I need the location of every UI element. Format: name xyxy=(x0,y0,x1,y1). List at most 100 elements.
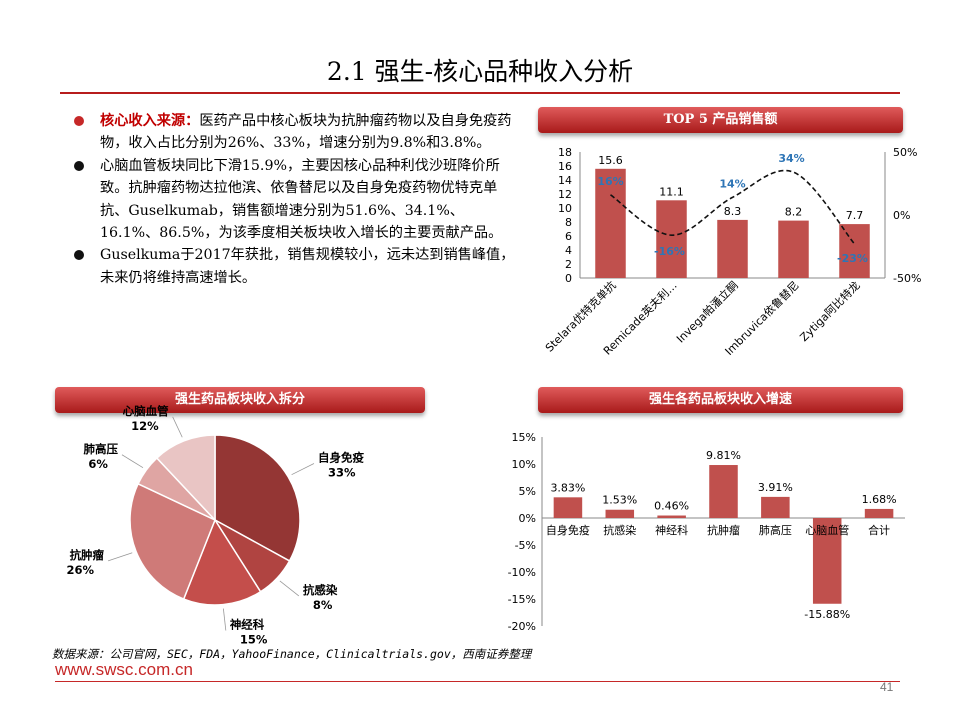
x-tick-label: 自身免疫 xyxy=(546,523,590,537)
pie-slice-percent: 33% xyxy=(328,465,356,479)
y-tick-label: 10% xyxy=(512,458,536,471)
x-tick-label: 肺高压 xyxy=(759,523,792,537)
bar xyxy=(839,224,870,278)
bar-value-label: 7.7 xyxy=(846,209,864,222)
pie-slice-name: 心脑血管 xyxy=(123,404,169,418)
pie-slice-percent: 15% xyxy=(240,633,268,647)
x-tick-label: 抗感染 xyxy=(603,523,636,537)
bullet-highlight: 核心收入来源： xyxy=(100,113,200,129)
y-tick-label: 8 xyxy=(565,216,572,229)
bar-value-label: 3.91% xyxy=(758,481,793,494)
bar-value-label: 8.2 xyxy=(785,206,803,219)
bar xyxy=(709,465,738,518)
pie-slice-name: 神经科 xyxy=(230,618,265,632)
bar-value-label: -15.88% xyxy=(804,608,850,621)
segment-growth-chart: 15% 10% 5% 0% -5% -10% -15% -20% 3.83% 自身免疫 1.53% 抗… xyxy=(508,431,905,633)
y2-tick-label: 0% xyxy=(893,209,910,222)
y-tick-label: -10% xyxy=(508,566,536,579)
bar-value-label: 0.46% xyxy=(654,500,689,513)
pie-chart-banner: 强生药品板块收入拆分 xyxy=(55,387,425,413)
x-tick-label: 合计 xyxy=(868,523,890,537)
bar xyxy=(595,168,626,278)
growth-line xyxy=(610,169,856,245)
bar-value-label: 8.3 xyxy=(724,205,742,218)
growth-chart-banner: 强生各药品板块收入增速 xyxy=(538,387,903,413)
y2-tick-label: -50% xyxy=(893,272,921,285)
bullet-dot-icon xyxy=(74,250,84,261)
y-tick-label: 14 xyxy=(558,174,572,187)
bar xyxy=(761,496,790,518)
growth-label: -23% xyxy=(837,252,868,265)
x-tick-label: Invega帕潘立酮 xyxy=(673,278,740,345)
footer-divider xyxy=(55,681,900,682)
x-tick-label: 心脑血管 xyxy=(805,523,849,537)
pie-slice-name: 抗感染 xyxy=(303,583,338,597)
pie-leader-line xyxy=(107,552,133,562)
y-tick-label: 18 xyxy=(558,146,572,159)
pie-leader-line xyxy=(222,608,227,631)
pie-leader-line xyxy=(121,454,144,469)
y-tick-label: 0% xyxy=(519,512,536,525)
bar-value-label: 9.81% xyxy=(706,449,741,462)
bar-value-label: 3.83% xyxy=(550,481,585,494)
x-tick-label: 抗肿瘤 xyxy=(707,523,740,537)
bar xyxy=(656,200,687,278)
bar xyxy=(553,497,583,518)
bullet-item: Guselkuma于2017年获批，销售规模较小，远未达到销售峰值，未来仍将维持… xyxy=(70,244,515,289)
pie-slice xyxy=(155,434,216,522)
page-title: 2.1 强生-核心品种收入分析 xyxy=(326,57,634,86)
pie-slice-name: 自身免疫 xyxy=(318,450,364,464)
y-tick-label: 16 xyxy=(558,160,572,173)
bar xyxy=(605,509,635,518)
bar xyxy=(778,220,809,278)
y-tick-label: -20% xyxy=(508,620,536,633)
bullet-text: Guselkuma于2017年获批，销售规模较小，远未达到销售峰值，未来仍将维持… xyxy=(100,247,515,286)
bullet-text: 医药产品中核心板块为抗肿瘤药物以及自身免疫药物，收入占比分别为26%、33%，增… xyxy=(100,113,512,152)
y2-tick-label: 50% xyxy=(893,146,917,159)
y-tick-label: 15% xyxy=(512,431,536,444)
bar xyxy=(717,219,748,278)
x-tick-label: 神经科 xyxy=(655,523,688,537)
pie-slice-percent: 26% xyxy=(67,563,95,577)
y-tick-label: -15% xyxy=(508,593,536,606)
pie-leader-line xyxy=(279,580,300,597)
top5-chart-banner: TOP 5 产品销售额 xyxy=(538,107,903,133)
growth-label: -16% xyxy=(654,245,685,258)
bullet-item: 心脑血管板块同比下滑15.9%，主要因核心品种利伐沙班降价所致。抗肿瘤药物达拉他… xyxy=(70,155,515,245)
y-tick-label: 5% xyxy=(519,485,536,498)
pie-slice-name: 肺高压 xyxy=(83,442,118,456)
y-tick-label: 4 xyxy=(565,244,572,257)
title-divider xyxy=(60,92,900,94)
y-tick-label: 10 xyxy=(558,202,572,215)
pie-leader-line xyxy=(172,416,183,438)
data-source-note: 数据来源：公司官网，SEC，FDA，YahooFinance，Clinicalt… xyxy=(52,647,532,661)
pie-slice-percent: 12% xyxy=(131,419,159,433)
bar-value-label: 15.6 xyxy=(598,154,623,167)
bar-value-label: 11.1 xyxy=(659,185,684,198)
bar-value-label: 1.68% xyxy=(862,493,897,506)
pie-slice-percent: 8% xyxy=(313,598,333,612)
bullet-item: 核心收入来源：医药产品中核心板块为抗肿瘤药物以及自身免疫药物，收入占比分别为26… xyxy=(70,110,515,155)
pie-slice xyxy=(182,518,262,606)
bar xyxy=(864,508,894,518)
y-tick-label: 12 xyxy=(558,188,572,201)
bullet-list: 核心收入来源：医药产品中核心板块为抗肿瘤药物以及自身免疫药物，收入占比分别为26… xyxy=(70,110,515,289)
pie-slice-percent: 6% xyxy=(88,457,108,471)
x-tick-label: Zytiga阿比特龙 xyxy=(797,278,863,344)
bullet-text: 心脑血管板块同比下滑15.9%，主要因核心品种利伐沙班降价所致。抗肿瘤药物达拉他… xyxy=(100,157,503,242)
bar xyxy=(812,518,842,604)
pie-slice-name: 抗肿瘤 xyxy=(70,548,105,562)
y-tick-label: 2 xyxy=(565,258,572,271)
y-tick-label: 0 xyxy=(565,272,572,285)
site-logo[interactable]: www.swsc.com.cn xyxy=(55,660,193,679)
growth-label: 16% xyxy=(597,175,623,188)
bullet-dot-icon xyxy=(74,160,84,171)
growth-label: 14% xyxy=(719,177,745,190)
bar-value-label: 1.53% xyxy=(602,494,637,507)
top5-sales-chart: 18161412108642050%0%-50%15.6Stelara优特克单抗… xyxy=(542,146,921,358)
bullet-dot-icon xyxy=(74,116,84,126)
bar xyxy=(657,515,686,518)
pie-leader-line xyxy=(291,463,315,476)
pie-slice xyxy=(129,482,216,601)
